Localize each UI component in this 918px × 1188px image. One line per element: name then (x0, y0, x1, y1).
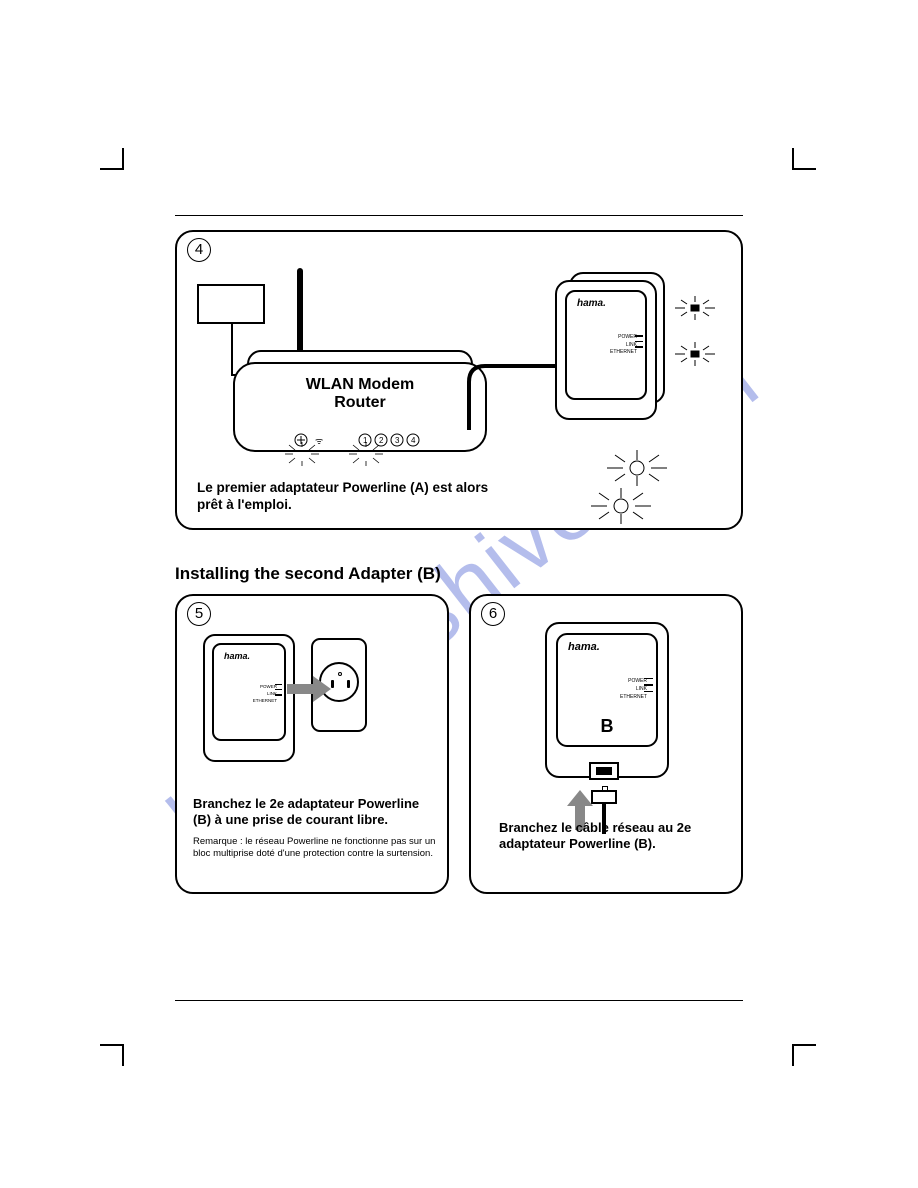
panel6-caption: Branchez le câble réseau au 2e adaptateu… (499, 820, 719, 853)
adapter-brand-label: hama. (568, 641, 600, 653)
sparkle-icon (349, 442, 383, 466)
panel4-caption: Le premier adaptateur Powerline (A) est … (197, 480, 497, 514)
crop-mark (792, 1044, 816, 1046)
sparkle-icon (591, 488, 651, 524)
led-ethernet-label: ETHERNET (620, 693, 647, 701)
svg-text:4: 4 (411, 436, 416, 445)
adapter-brand-label: hama. (224, 651, 250, 661)
adapter-b: hama. POWER LINK ETHERNET (203, 634, 295, 762)
crop-mark (122, 1044, 124, 1066)
router-label: WLAN Modem Router (267, 376, 453, 413)
section-title: Installing the second Adapter (B) (175, 564, 743, 584)
ethernet-port-icon (589, 762, 619, 780)
led-indicators (275, 684, 282, 696)
sparkle-icon (285, 442, 319, 466)
adapter-inner-panel: hama. POWER LINK ETHERNET B (556, 633, 658, 747)
led-power-label: POWER (610, 334, 637, 342)
adapter-brand-label: hama. (577, 298, 606, 309)
page-content: 4 ᯤ 1 2 3 4 WLAN Modem (175, 230, 743, 894)
adapter-a: hama. POWER LINK ETHERNET (555, 280, 657, 420)
adapter-letter-label: B (558, 716, 656, 737)
ethernet-plug-icon (591, 790, 617, 804)
led-indicators (635, 335, 643, 348)
led-labels: POWER LINK ETHERNET (620, 677, 647, 701)
sparkle-icon (675, 342, 715, 366)
led-link-label: LINK (620, 685, 647, 693)
sparkle-icon (675, 296, 715, 320)
svg-text:3: 3 (395, 436, 400, 445)
panel-step-6: 6 hama. POWER LINK ETHERNET B (469, 594, 743, 894)
panel-row: 5 hama. POWER LINK ETHERNET (175, 594, 743, 894)
cable-segment (231, 324, 233, 376)
led-indicators (644, 678, 653, 692)
led-power-label: POWER (620, 677, 647, 685)
antenna-icon (297, 268, 303, 354)
crop-mark (792, 168, 816, 170)
divider (175, 1000, 743, 1001)
step-number: 4 (187, 238, 211, 262)
arrow-icon (287, 676, 331, 707)
sparkle-icon (607, 450, 667, 486)
adapter-inner-panel: hama. POWER LINK ETHERNET (565, 290, 647, 400)
led-ethernet-label: ETHERNET (610, 349, 637, 357)
panel-step-5: 5 hama. POWER LINK ETHERNET (175, 594, 449, 894)
panel5-caption: Branchez le 2e adaptateur Powerline (B) … (193, 796, 433, 829)
crop-mark (792, 1044, 794, 1066)
crop-mark (792, 148, 794, 170)
wall-outlet-icon (197, 284, 265, 324)
step-number: 5 (187, 602, 211, 626)
crop-mark (100, 168, 124, 170)
panel5-note: Remarque : le réseau Powerline ne foncti… (193, 836, 437, 860)
panel-step-4: 4 ᯤ 1 2 3 4 WLAN Modem (175, 230, 743, 530)
adapter-b: hama. POWER LINK ETHERNET B (545, 622, 669, 778)
led-power-label: POWER (253, 683, 277, 690)
router-label-line1: WLAN Modem (306, 376, 414, 393)
led-link-label: LINK (610, 342, 637, 350)
led-link-label: LINK (253, 690, 277, 697)
divider (175, 215, 743, 216)
step-number: 6 (481, 602, 505, 626)
crop-mark (100, 1044, 124, 1046)
router-label-line2: Router (334, 394, 386, 411)
crop-mark (122, 148, 124, 170)
led-labels: POWER LINK ETHERNET (610, 334, 637, 357)
adapter-inner-panel: hama. POWER LINK ETHERNET (212, 643, 286, 741)
led-labels: POWER LINK ETHERNET (253, 683, 277, 705)
led-ethernet-label: ETHERNET (253, 697, 277, 704)
